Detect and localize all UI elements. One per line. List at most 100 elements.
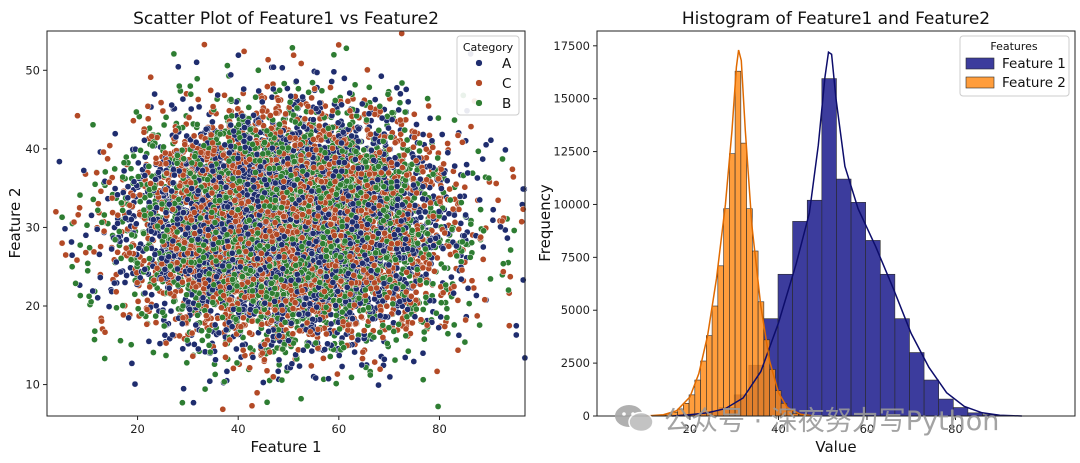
scatter-point [82, 231, 90, 239]
scatter-point [416, 147, 423, 155]
scatter-point [97, 187, 105, 195]
scatter-point [318, 87, 326, 95]
scatter-point [278, 376, 286, 384]
scatter-point [297, 60, 305, 67]
scatter-point [404, 347, 412, 355]
scatter-point [429, 280, 437, 288]
scatter-point [391, 139, 399, 147]
scatter-point [98, 219, 106, 226]
scatter-point [261, 356, 268, 364]
scatter-point [84, 267, 92, 275]
scatter-point [479, 155, 487, 163]
scatter-point [354, 336, 362, 344]
scatter-point [375, 381, 382, 389]
scatter-point [413, 121, 420, 128]
scatter-point [235, 51, 242, 59]
scatter-point [487, 275, 494, 283]
scatter-point [477, 206, 484, 213]
scatter-point [377, 72, 385, 80]
scatter-panel: Scatter Plot of Feature1 vs Feature2 20 4… [6, 9, 529, 456]
scatter-point [119, 173, 127, 181]
scatter-point [489, 216, 497, 224]
scatter-point [403, 136, 411, 144]
scatter-point [410, 110, 418, 118]
scatter-point [146, 283, 154, 291]
scatter-point [446, 185, 453, 193]
scatter-point [94, 294, 102, 302]
scatter-point [370, 333, 378, 341]
scatter-title: Scatter Plot of Feature1 vs Feature2 [133, 9, 439, 29]
scatter-point [123, 236, 130, 244]
scatter-point [501, 226, 509, 234]
scatter-point [134, 305, 142, 313]
scatter-point [365, 83, 373, 91]
scatter-point [457, 220, 465, 227]
scatter-point [443, 314, 451, 321]
scatter-point [443, 305, 451, 313]
scatter-point [455, 206, 463, 213]
scatter-point [433, 368, 441, 375]
scatter-point [438, 131, 446, 138]
scatter-point [371, 96, 379, 103]
scatter-point [476, 321, 483, 329]
scatter-point [73, 256, 81, 264]
scatter-point [506, 273, 514, 281]
scatter-point [190, 399, 197, 407]
scatter-point [61, 225, 69, 233]
scatter-point [86, 244, 93, 252]
scatter-point [444, 140, 451, 147]
scatter-point [138, 310, 146, 318]
scatter-point [338, 363, 346, 370]
scatter-point [456, 193, 464, 200]
scatter-point [419, 349, 427, 357]
scatter-point [450, 283, 458, 290]
scatter-point [420, 335, 428, 343]
scatter-point [246, 329, 253, 337]
scatter-point [360, 146, 368, 154]
scatter-point [248, 402, 256, 410]
scatter-point [476, 196, 484, 204]
scatter-point [170, 50, 178, 58]
scatter-point [264, 83, 271, 90]
scatter-point [463, 161, 470, 168]
scatter-point [327, 84, 334, 91]
scatter-point [419, 306, 427, 313]
scatter-point [334, 370, 341, 378]
scatter-point [150, 349, 157, 356]
scatter-point [518, 218, 526, 226]
scatter-point [123, 272, 130, 279]
scatter-point [499, 155, 506, 163]
scatter-point [332, 380, 340, 387]
scatter-point [383, 302, 391, 310]
scatter-point [467, 220, 475, 228]
scatter-point [451, 211, 458, 219]
scatter-point [161, 300, 169, 307]
scatter-point [299, 93, 306, 101]
scatter-point [141, 136, 148, 144]
scatter-point [161, 331, 169, 339]
scatter-point [134, 298, 142, 305]
scatter-point [144, 115, 152, 123]
scatter-point [206, 377, 214, 385]
scatter-point [240, 48, 248, 55]
scatter-point [62, 251, 70, 259]
scatter-point [424, 95, 431, 102]
scatter-point [364, 66, 371, 74]
scatter-point [295, 85, 302, 93]
scatter-point [462, 211, 469, 219]
scatter-point [88, 212, 95, 219]
scatter-point [270, 63, 277, 71]
scatter-point [219, 405, 227, 413]
scatter-point [82, 249, 90, 256]
scatter-point [492, 180, 500, 187]
scatter-point [125, 314, 132, 322]
scatter-point [167, 307, 175, 315]
scatter-point [391, 356, 399, 364]
scatter-point [419, 376, 427, 384]
scatter-point [264, 56, 272, 64]
scatter-point [346, 89, 354, 97]
scatter-point [162, 113, 170, 121]
scatter-point [448, 273, 455, 281]
scatter-point [284, 85, 291, 92]
